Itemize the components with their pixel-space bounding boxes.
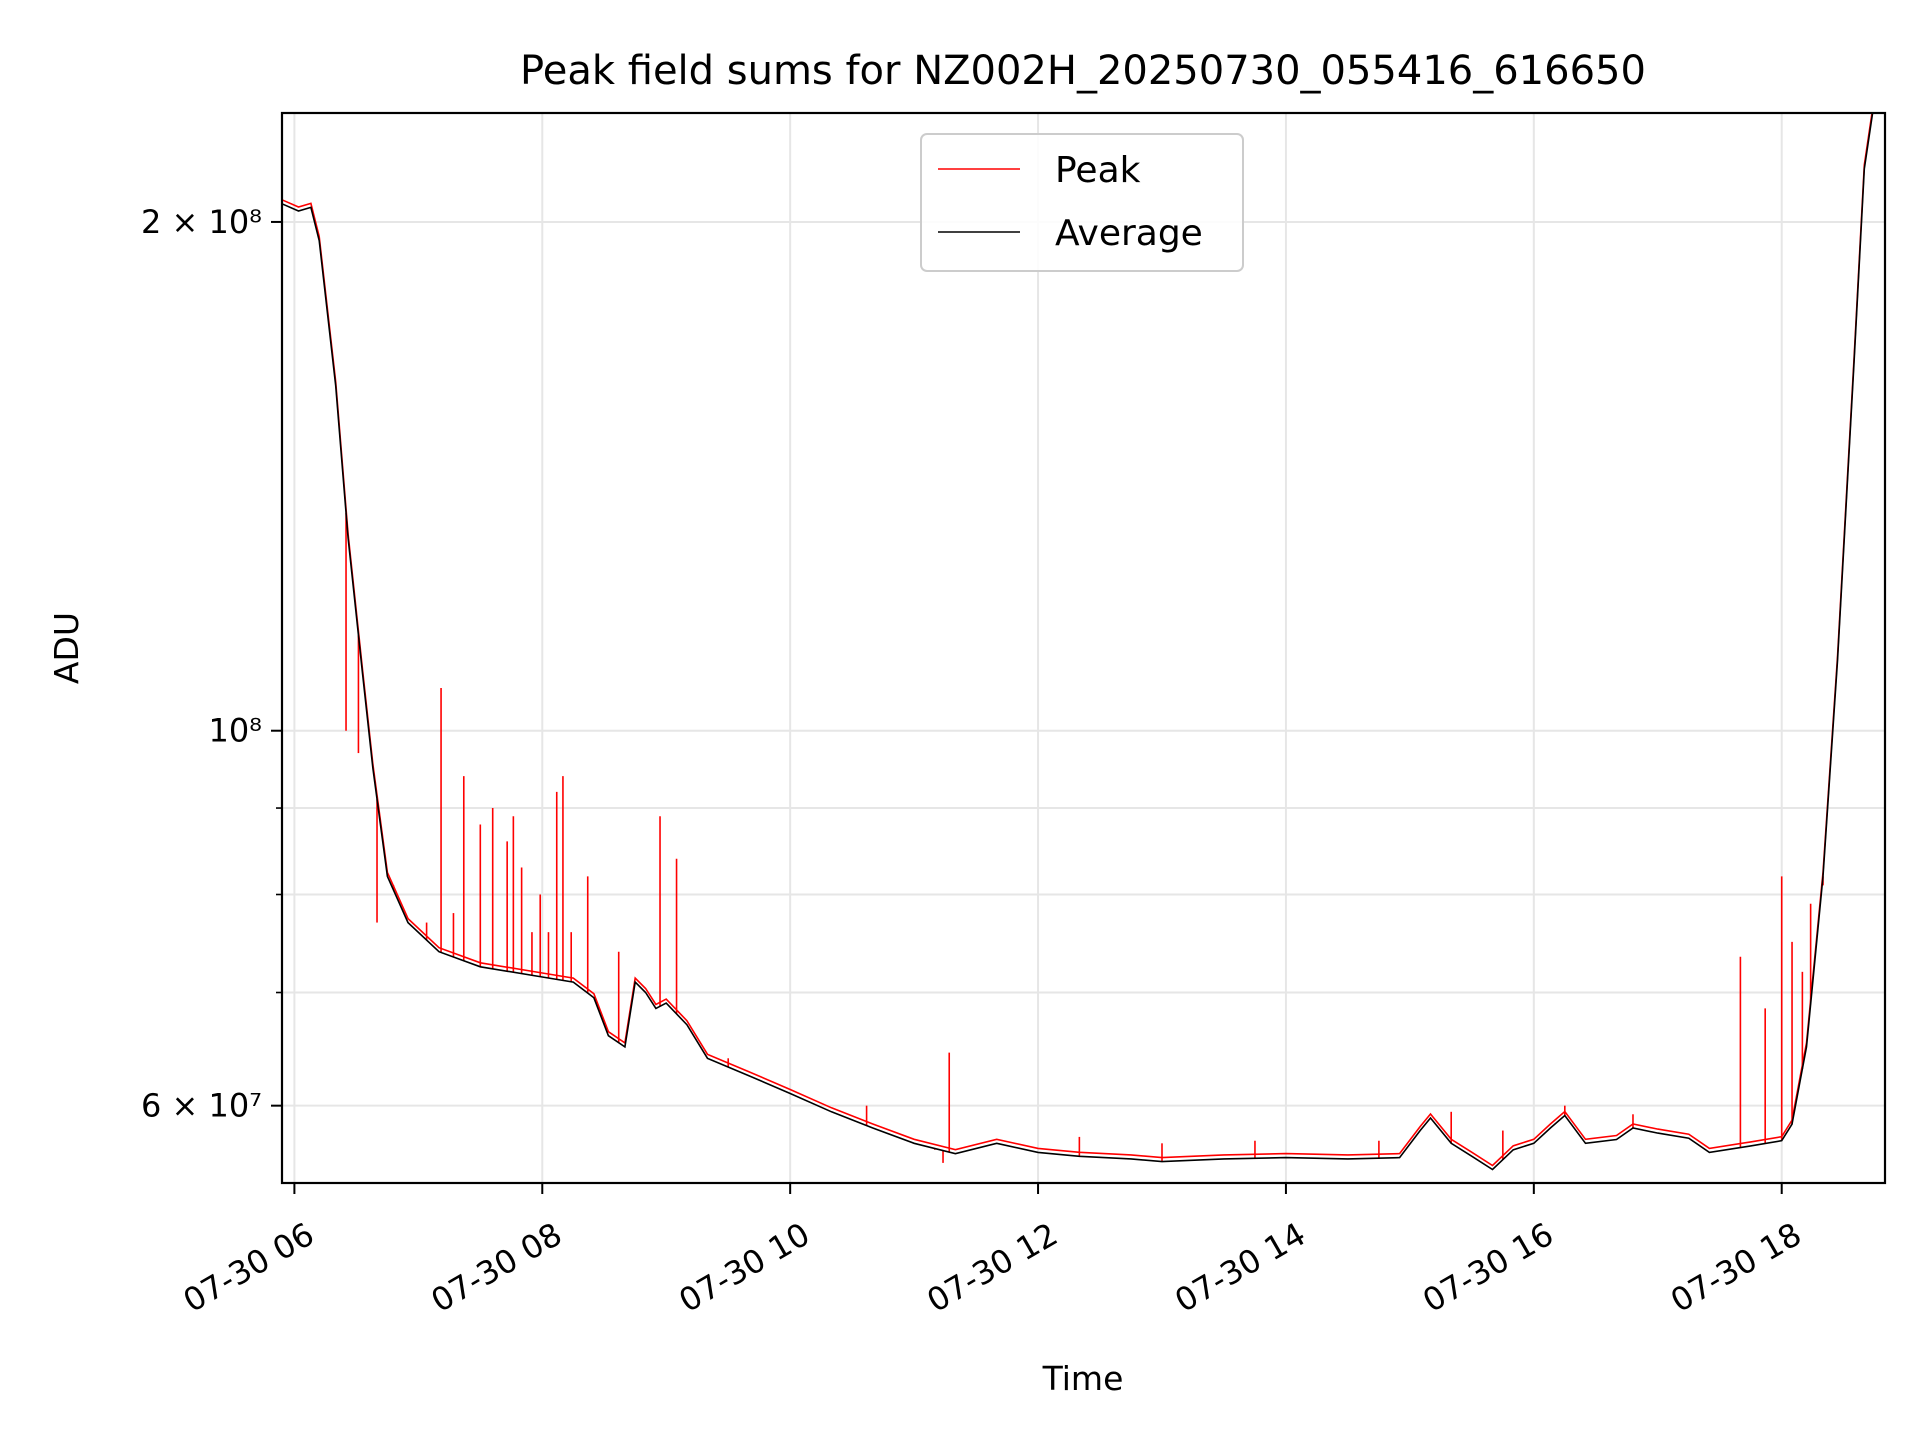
series-peak-spikes	[345, 512, 1824, 1163]
legend-average-label: Average	[1055, 213, 1203, 254]
y-tick-label: 10⁸	[208, 712, 262, 750]
plot-area	[282, 113, 1885, 1171]
plot-frame	[280, 111, 1887, 1185]
chart-title: Peak field sums for NZ002H_20250730_0554…	[520, 48, 1646, 94]
y-axis: 6 × 10⁷ 10⁸ 2 × 10⁸	[141, 203, 282, 1125]
y-axis-title: ADU	[47, 612, 86, 684]
y-tick-label: 6 × 10⁷	[141, 1087, 262, 1125]
y-tick-label: 2 × 10⁸	[141, 203, 262, 241]
series-average-line	[282, 113, 1885, 1171]
legend: Peak Average	[920, 133, 1244, 272]
legend-peak-label: Peak	[1055, 150, 1141, 191]
x-axis-title: Time	[1042, 1359, 1124, 1398]
